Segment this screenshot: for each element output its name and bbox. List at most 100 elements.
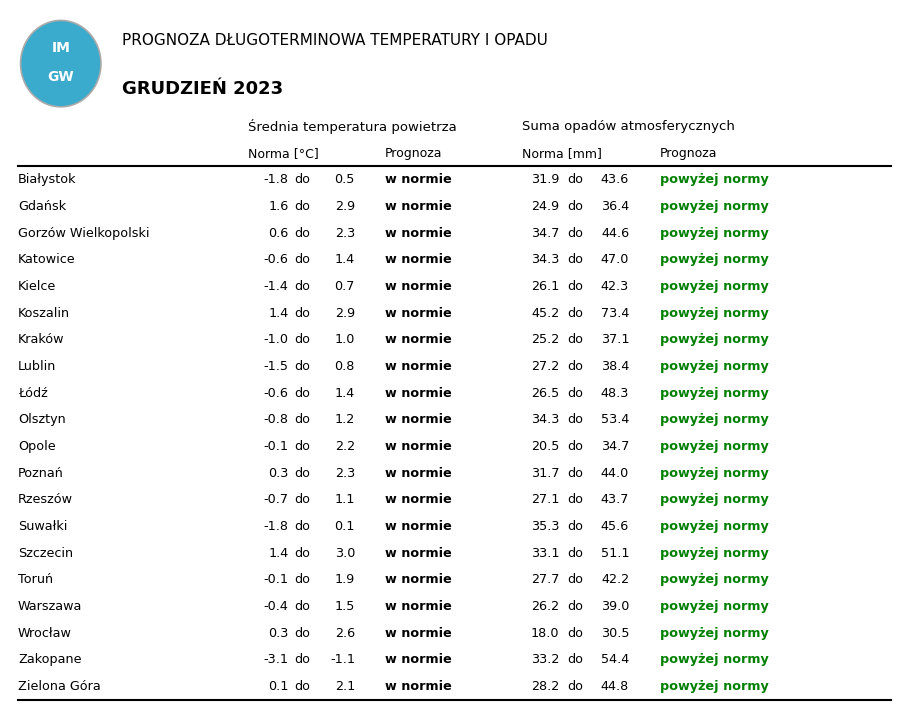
Text: do: do [294,387,310,399]
Text: powyżej normy: powyżej normy [660,600,769,613]
Text: do: do [567,227,583,240]
Text: 44.0: 44.0 [601,467,629,480]
Text: do: do [567,573,583,586]
Text: w normie: w normie [384,547,452,560]
Text: Lublin: Lublin [18,360,57,373]
Text: powyżej normy: powyżej normy [660,547,769,560]
Text: 1.4: 1.4 [268,547,289,560]
Text: do: do [567,414,583,426]
Text: do: do [294,200,310,213]
Text: powyżej normy: powyżej normy [660,467,769,480]
Text: 34.3: 34.3 [531,253,559,267]
Text: -0.8: -0.8 [264,414,289,426]
Text: 0.5: 0.5 [335,173,355,187]
Text: 31.9: 31.9 [531,173,559,187]
Text: 2.9: 2.9 [335,200,355,213]
Text: powyżej normy: powyżej normy [660,440,769,453]
Text: do: do [294,360,310,373]
Text: do: do [294,680,310,693]
Text: 2.1: 2.1 [335,680,355,693]
Text: w normie: w normie [384,200,452,213]
Text: 48.3: 48.3 [600,387,629,399]
Text: Zakopane: Zakopane [18,653,82,667]
Text: Wrocław: Wrocław [18,626,72,640]
Text: do: do [567,440,583,453]
Text: Poznań: Poznań [18,467,64,480]
Text: 43.7: 43.7 [600,493,629,506]
Text: do: do [567,173,583,187]
Text: w normie: w normie [384,520,452,533]
Text: do: do [567,467,583,480]
Text: -0.1: -0.1 [264,440,289,453]
Text: w normie: w normie [384,467,452,480]
Text: w normie: w normie [384,653,452,667]
Text: do: do [567,360,583,373]
Text: do: do [294,414,310,426]
Text: Suma opadów atmosferycznych: Suma opadów atmosferycznych [522,120,734,133]
Text: 27.2: 27.2 [531,360,559,373]
Text: w normie: w normie [384,626,452,640]
Text: -1.8: -1.8 [264,520,289,533]
Text: do: do [567,307,583,320]
Text: -0.7: -0.7 [264,493,289,506]
Text: 0.1: 0.1 [335,520,355,533]
Text: do: do [294,333,310,346]
Text: do: do [294,307,310,320]
Text: powyżej normy: powyżej normy [660,414,769,426]
Text: do: do [294,467,310,480]
Text: Norma [mm]: Norma [mm] [522,146,601,160]
Text: 43.6: 43.6 [601,173,629,187]
Text: do: do [294,253,310,267]
Text: 38.4: 38.4 [600,360,629,373]
Text: Prognoza: Prognoza [384,146,442,160]
Text: 1.4: 1.4 [335,253,355,267]
Text: 1.4: 1.4 [335,387,355,399]
Text: 37.1: 37.1 [600,333,629,346]
Text: 0.7: 0.7 [335,280,355,293]
Text: 1.2: 1.2 [335,414,355,426]
Text: Szczecin: Szczecin [18,547,73,560]
Text: powyżej normy: powyżej normy [660,653,769,667]
Text: w normie: w normie [384,440,452,453]
Text: 42.2: 42.2 [601,573,629,586]
Text: do: do [567,253,583,267]
Text: Suwałki: Suwałki [18,520,68,533]
Text: powyżej normy: powyżej normy [660,227,769,240]
Text: do: do [567,520,583,533]
Text: w normie: w normie [384,600,452,613]
Text: -1.0: -1.0 [264,333,289,346]
Text: w normie: w normie [384,387,452,399]
Text: 27.7: 27.7 [531,573,559,586]
Text: do: do [567,600,583,613]
Text: do: do [294,573,310,586]
Text: 33.2: 33.2 [531,653,559,667]
Text: powyżej normy: powyżej normy [660,626,769,640]
Text: w normie: w normie [384,493,452,506]
Text: do: do [294,493,310,506]
Text: IM: IM [51,41,70,55]
Text: 26.5: 26.5 [531,387,559,399]
Text: 24.9: 24.9 [531,200,559,213]
Text: 2.2: 2.2 [335,440,355,453]
Text: powyżej normy: powyżej normy [660,387,769,399]
Text: 1.5: 1.5 [335,600,355,613]
Text: w normie: w normie [384,253,452,267]
Text: 35.3: 35.3 [531,520,559,533]
Text: -1.4: -1.4 [264,280,289,293]
Text: Kielce: Kielce [18,280,56,293]
Text: -3.1: -3.1 [264,653,289,667]
Text: 0.1: 0.1 [268,680,289,693]
Text: Gorzów Wielkopolski: Gorzów Wielkopolski [18,227,149,240]
Text: do: do [294,173,310,187]
Text: Białystok: Białystok [18,173,76,187]
Text: 18.0: 18.0 [531,626,559,640]
Text: Warszawa: Warszawa [18,600,83,613]
Text: 53.4: 53.4 [600,414,629,426]
Text: powyżej normy: powyżej normy [660,493,769,506]
Text: Toruń: Toruń [18,573,53,586]
Text: Kraków: Kraków [18,333,65,346]
Text: -0.4: -0.4 [264,600,289,613]
Text: 26.2: 26.2 [531,600,559,613]
Text: 30.5: 30.5 [600,626,629,640]
Text: 31.7: 31.7 [531,467,559,480]
